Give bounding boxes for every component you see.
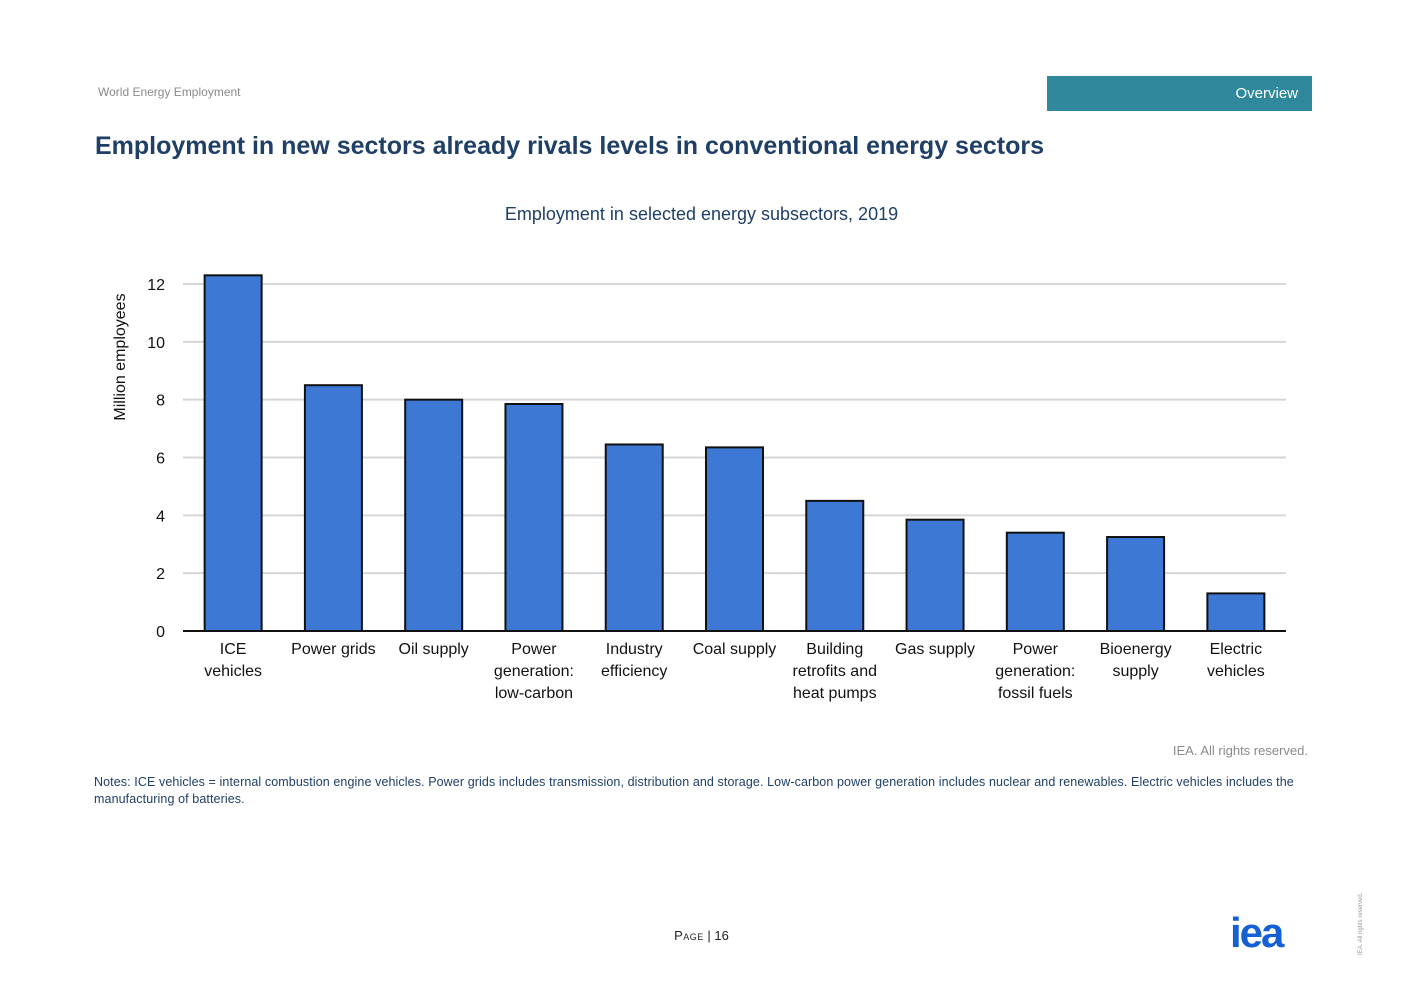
y-tick-label: 8 bbox=[156, 393, 165, 410]
bar bbox=[303, 384, 363, 633]
page-separator: | bbox=[707, 928, 711, 943]
page-number: Page | 16 bbox=[0, 928, 1403, 943]
x-tick-label: Bioenergy bbox=[1100, 641, 1172, 658]
bar bbox=[504, 403, 564, 633]
chart-title: Employment in selected energy subsectors… bbox=[504, 204, 899, 224]
x-tick-label: Coal supply bbox=[693, 641, 777, 658]
y-tick-label: 4 bbox=[156, 508, 165, 525]
x-tick-label: Oil supply bbox=[399, 641, 469, 658]
bar bbox=[705, 446, 764, 633]
x-tick-label: efficiency bbox=[601, 663, 667, 680]
page-word: Page bbox=[674, 928, 704, 943]
x-tick-label: fossil fuels bbox=[998, 685, 1073, 702]
x-tick-label: low-carbon bbox=[495, 685, 573, 702]
vertical-rights-notice: IEA. All rights reserved. bbox=[1358, 892, 1364, 955]
bar bbox=[203, 274, 263, 632]
x-tick-label: Power bbox=[511, 641, 557, 658]
bar bbox=[805, 499, 865, 632]
bar bbox=[1206, 592, 1266, 632]
bar bbox=[1106, 536, 1166, 632]
x-tick-label: Power grids bbox=[291, 641, 375, 658]
x-tick-label: Building bbox=[806, 641, 863, 658]
y-axis-label: Million employees bbox=[112, 293, 129, 420]
x-tick-label: retrofits and bbox=[793, 663, 877, 680]
bar bbox=[1005, 531, 1065, 633]
page-title: Employment in new sectors already rivals… bbox=[95, 132, 1044, 160]
x-tick-label: supply bbox=[1112, 663, 1158, 680]
y-tick-label: 6 bbox=[156, 451, 165, 468]
x-tick-label: ICE bbox=[220, 641, 247, 658]
bar bbox=[905, 518, 965, 633]
rights-notice: IEA. All rights reserved. bbox=[1172, 743, 1308, 758]
section-tab: Overview bbox=[1047, 76, 1312, 111]
x-tick-label: Industry bbox=[606, 641, 663, 658]
x-tick-label: generation: bbox=[494, 663, 574, 680]
page-number-value: 16 bbox=[714, 928, 729, 943]
bar bbox=[604, 443, 664, 632]
x-tick-label: vehicles bbox=[204, 663, 262, 680]
x-tick-label: Power bbox=[1013, 641, 1059, 658]
y-tick-label: 0 bbox=[156, 624, 165, 641]
y-tick-label: 2 bbox=[156, 566, 165, 583]
x-tick-label: heat pumps bbox=[793, 685, 877, 702]
y-tick-label: 10 bbox=[147, 335, 165, 352]
section-label: Overview bbox=[1235, 85, 1298, 102]
chart-notes: Notes: ICE vehicles = internal combustio… bbox=[94, 775, 1294, 806]
running-header: World Energy Employment bbox=[98, 85, 241, 99]
x-tick-label: generation: bbox=[995, 663, 1075, 680]
y-tick-label: 12 bbox=[147, 277, 165, 294]
x-tick-label: Gas supply bbox=[895, 641, 975, 658]
x-tick-label: vehicles bbox=[1207, 663, 1265, 680]
x-tick-label: Electric bbox=[1210, 641, 1262, 658]
bar bbox=[404, 398, 464, 632]
iea-logo: iea bbox=[1230, 909, 1284, 956]
